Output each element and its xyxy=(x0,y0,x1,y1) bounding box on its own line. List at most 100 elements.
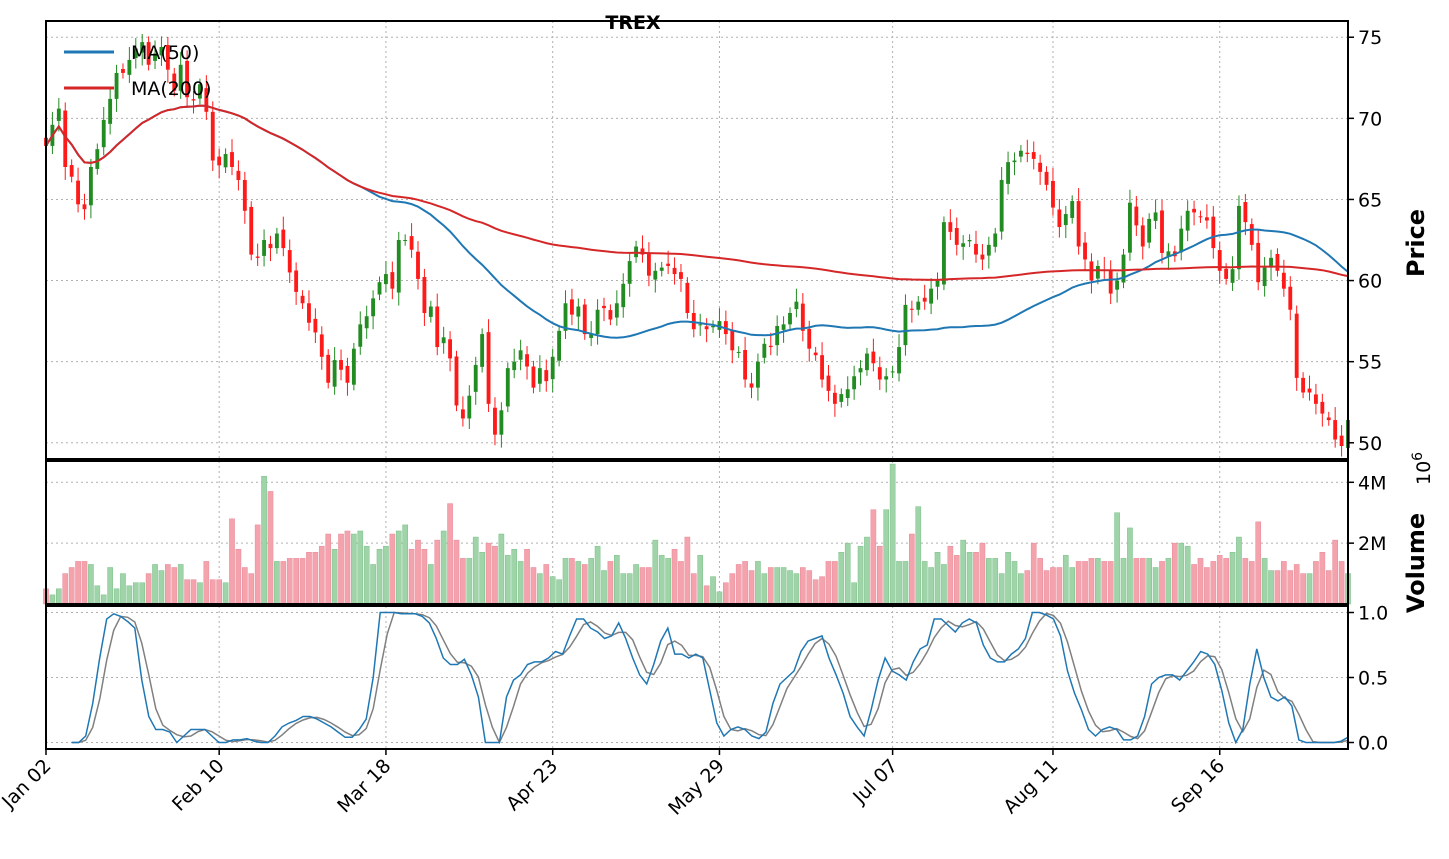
volume-bar xyxy=(896,561,902,605)
candle-body xyxy=(249,206,254,255)
candle-body xyxy=(890,371,895,373)
candle-body xyxy=(1063,214,1068,226)
volume-bar xyxy=(1107,561,1114,605)
candle-body xyxy=(403,240,408,241)
osc-y-tick-label: 0.5 xyxy=(1358,668,1388,690)
volume-bar xyxy=(1300,573,1306,605)
candle-body xyxy=(364,316,369,329)
volume-bar xyxy=(1178,542,1185,605)
candle-body xyxy=(56,108,61,121)
volume-bar xyxy=(428,564,434,605)
volume-bar xyxy=(453,539,460,605)
candle-body xyxy=(916,301,921,310)
volume-bar xyxy=(992,558,999,605)
volume-bar xyxy=(1191,564,1197,605)
volume-bar xyxy=(780,567,787,605)
volume-bar xyxy=(492,545,498,605)
candle-body xyxy=(980,254,985,260)
candle-body xyxy=(602,305,606,309)
volume-bar xyxy=(184,579,190,605)
candle-body xyxy=(326,354,331,383)
volume-bar xyxy=(716,591,723,605)
candle-body xyxy=(570,299,574,315)
candle-body xyxy=(146,42,151,65)
candle-body xyxy=(845,389,850,399)
candle-body xyxy=(897,347,901,374)
candle-body xyxy=(582,304,587,335)
volume-bar xyxy=(1313,561,1319,605)
volume-bar xyxy=(870,509,877,605)
candle-body xyxy=(557,330,562,361)
candle-body xyxy=(640,248,645,255)
volume-bar xyxy=(434,539,441,605)
candle-body xyxy=(1320,401,1325,414)
candle-body xyxy=(922,297,927,302)
volume-bar xyxy=(1287,570,1294,605)
candle-body xyxy=(1070,201,1075,218)
volume-bar xyxy=(370,564,376,605)
volume-bar xyxy=(614,555,620,605)
volume-bar xyxy=(723,582,729,605)
volume-bar xyxy=(248,573,255,605)
volume-bar xyxy=(1056,567,1063,605)
legend-label-ma200: MA(200) xyxy=(131,78,211,100)
x-tick-label: Jul 07 xyxy=(848,755,902,809)
candle-body xyxy=(679,272,683,279)
volume-bar xyxy=(56,588,62,605)
volume-bar xyxy=(440,530,447,605)
candle-body xyxy=(852,376,857,390)
volume-bar xyxy=(941,564,947,605)
volume-bar xyxy=(1274,570,1281,605)
candle-body xyxy=(88,167,93,206)
candle-body xyxy=(800,303,805,331)
volume-bar xyxy=(543,564,550,605)
volume-bar xyxy=(915,506,922,605)
volume-bar xyxy=(338,533,344,605)
candle-body xyxy=(165,45,170,70)
volume-bar xyxy=(517,561,524,605)
volume-bar xyxy=(986,558,992,605)
volume-bar xyxy=(966,552,973,605)
volume-bar xyxy=(120,573,126,605)
volume-bar xyxy=(876,545,883,605)
volume-bar xyxy=(197,582,203,605)
x-tick-label: Jan 02 xyxy=(0,755,56,813)
candle-body xyxy=(826,375,831,391)
volume-bar xyxy=(498,533,505,605)
volume-bar xyxy=(389,533,396,605)
volume-bar xyxy=(376,548,383,605)
candle-body xyxy=(614,303,619,318)
candle-body xyxy=(691,313,696,330)
volume-bar xyxy=(594,545,601,605)
candle-body xyxy=(210,111,215,161)
volume-bar xyxy=(261,475,267,605)
candle-body xyxy=(948,222,953,232)
volume-bar xyxy=(68,567,75,605)
oscillator-fast-line xyxy=(71,611,1349,745)
volume-bar xyxy=(1075,561,1082,605)
price-y-tick-label: 50 xyxy=(1358,433,1382,455)
volume-bar xyxy=(280,561,287,605)
volume-bar xyxy=(671,548,678,605)
candle-body xyxy=(608,310,613,320)
candle-body xyxy=(839,394,844,402)
volume-bar xyxy=(1050,567,1056,605)
candle-body xyxy=(935,280,940,287)
candle-body xyxy=(127,59,132,75)
x-tick-label: Apr 23 xyxy=(502,755,562,815)
candle-body xyxy=(525,354,529,367)
volume-bar xyxy=(556,579,562,605)
volume-bar xyxy=(1127,527,1133,605)
candle-body xyxy=(1057,209,1062,228)
volume-bar xyxy=(549,576,556,605)
volume-bar xyxy=(889,463,896,605)
volume-bar xyxy=(472,536,479,605)
candle-body xyxy=(153,53,157,61)
volume-bar xyxy=(537,573,543,605)
volume-bar xyxy=(1139,558,1146,605)
volume-bar xyxy=(575,561,582,605)
candle-body xyxy=(1108,270,1113,294)
volume-bar xyxy=(626,573,633,605)
volume-bar xyxy=(1095,558,1101,605)
candle-body xyxy=(76,180,80,205)
